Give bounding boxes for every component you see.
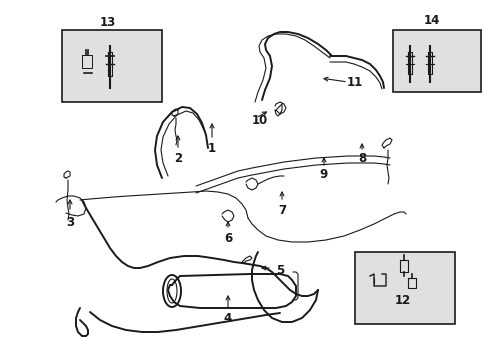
Text: 5: 5 — [275, 265, 284, 278]
Text: 13: 13 — [100, 15, 116, 28]
Text: 2: 2 — [174, 152, 182, 165]
Text: 11: 11 — [346, 76, 363, 89]
Text: 8: 8 — [357, 152, 366, 165]
Text: 6: 6 — [224, 231, 232, 244]
Text: 9: 9 — [319, 168, 327, 181]
Text: 10: 10 — [251, 113, 267, 126]
Bar — [392, 30, 480, 92]
Text: 4: 4 — [224, 311, 232, 324]
Bar — [354, 252, 454, 324]
Text: 14: 14 — [423, 13, 439, 27]
Text: 12: 12 — [394, 293, 410, 306]
Text: 7: 7 — [277, 203, 285, 216]
Text: 3: 3 — [66, 216, 74, 229]
Text: 1: 1 — [207, 141, 216, 154]
Bar — [62, 30, 162, 102]
